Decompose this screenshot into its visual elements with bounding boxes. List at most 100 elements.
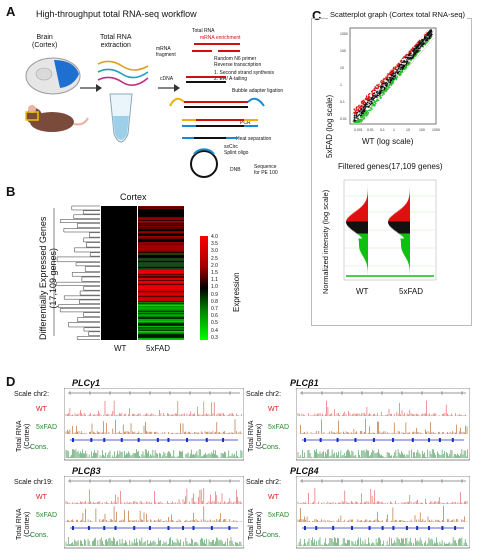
panel-a-workflow: Brain (Cortex) Total RNA extraction Tota…	[14, 24, 314, 184]
cdna-bar-top	[186, 76, 226, 78]
heatmap-col-5xfad: 5xFAD	[146, 344, 171, 353]
genome-browser-tracks	[64, 476, 244, 549]
bubble-adapter	[169, 97, 265, 108]
step-heat: Heat separation	[236, 136, 272, 142]
scatter-ytick: 1	[340, 83, 342, 87]
panel-label-d: D	[6, 374, 16, 389]
scatter-ytick: 1000	[340, 32, 348, 36]
rna-bar	[194, 43, 240, 45]
step-mrna-enrichment: mRNA enrichment	[200, 35, 241, 41]
track-row-label: 5xFAD	[36, 424, 58, 431]
track-scale-label: Scale chr2:	[14, 391, 50, 398]
violin-title: Filtered genes(17,109 genes)	[338, 162, 443, 171]
track-gene-name: PLCγ1	[72, 378, 101, 388]
colorbar-label: Expression	[232, 272, 241, 312]
fragment-bar	[192, 50, 212, 52]
brain-illustration	[25, 57, 81, 95]
track-scale-label: Scale chr19:	[14, 479, 53, 486]
colorbar-tick: 1.5	[211, 270, 218, 276]
track-scale-label: Scale chr2:	[246, 479, 282, 486]
heatmap-5xfad-column	[138, 206, 184, 340]
colorbar-tick: 2.0	[211, 262, 218, 269]
track-row-label: Cons.	[30, 444, 49, 451]
track-gene-name: PLCβ1	[290, 378, 319, 388]
panel-b-title: Cortex	[120, 192, 147, 202]
step-second-strand: 1. Second strand synthesis 2. ER/ A-tail…	[214, 70, 275, 82]
scatter-ytick: 10	[340, 66, 344, 70]
brain-label: Brain (Cortex)	[32, 34, 58, 49]
track-row-label: 5xFAD	[36, 512, 58, 519]
colorbar-tick: 2.5	[211, 255, 218, 262]
step-sequence: Sequence for PE 100	[254, 164, 278, 176]
step-sscirc: ssCirc Splint oligo	[224, 144, 249, 156]
pcr-product	[182, 119, 258, 127]
track-scale-label: Scale chr2:	[246, 391, 282, 398]
colorbar-tick: 0.7	[211, 306, 218, 312]
scatter-xtick: 10	[406, 128, 410, 132]
genome-browser-tracks	[296, 476, 470, 549]
track-row-label: Cons.	[262, 532, 281, 539]
genome-browser-tracks	[296, 388, 470, 461]
genome-track-panel: PLCβ3 Scale chr19: Total RNA (Cortex) WT 5xF…	[14, 466, 246, 550]
mouse-illustration	[25, 105, 89, 132]
fragment-bar-2	[218, 50, 240, 52]
heatmap-wt-column	[101, 206, 137, 340]
panel-a-title: High-throughput total RNA-seq workflow	[36, 9, 197, 19]
colorbar-tick: 4.0	[211, 234, 218, 240]
genome-browser-tracks	[64, 388, 244, 461]
track-row-label: 5xFAD	[268, 424, 290, 431]
track-row-label: Cons.	[30, 532, 49, 539]
scatter-ylabel: 5xFAD (log scale)	[325, 94, 334, 158]
colorbar-tick: 3.0	[211, 248, 218, 255]
scatter-ytick: 0.01	[340, 117, 347, 121]
scatter-xtick: 1000	[432, 128, 440, 132]
scatter-ytick: 0.1	[340, 100, 345, 104]
genome-track-panel: PLCβ4 Scale chr2: Total RNA (Cortex) WT 5xFA…	[246, 466, 472, 550]
heatmap-col-wt: WT	[114, 344, 127, 353]
step-mrna-fragment: mRNA fragment	[156, 46, 176, 58]
scatter-plot: 0.001 0.01 0.1 1 10 100 1000 0.01 0.1 1 10 100 1000	[340, 27, 440, 132]
colorbar-ticks: 4.0 3.5 3.0 2.5 2.0 1.5 1.1 1.0 0.9 0.8 0.7 0.6 0.5 0…	[211, 234, 231, 344]
genome-track-panel: PLCβ1 Scale chr2: Total RNA (Cortex) WT 5xFA…	[246, 378, 472, 462]
heatmap-dendrogram	[53, 205, 100, 340]
track-row-label: Cons.	[262, 444, 281, 451]
track-row-label: WT	[268, 406, 279, 413]
violin-plot	[343, 179, 437, 281]
step-dnb: DNB	[230, 167, 241, 173]
colorbar-tick: 0.6	[211, 313, 218, 320]
track-row-label: WT	[36, 494, 47, 501]
extraction-label: Total RNA extraction	[100, 34, 132, 49]
violin-group-5xfad: 5xFAD	[399, 287, 424, 296]
track-row-label: 5xFAD	[268, 512, 290, 519]
violin-group-wt: WT	[356, 287, 369, 296]
heat-product	[182, 137, 238, 139]
step-random-primer: Random N6 primer Reverse transcription	[214, 56, 262, 68]
scatter-xtick: 0.01	[367, 128, 374, 132]
track-gene-name: PLCβ3	[72, 466, 101, 476]
genome-track-panel: PLCγ1 Scale chr2: Total RNA (Cortex) WT 5xFA…	[14, 378, 246, 462]
track-row-label: WT	[36, 406, 47, 413]
cdna-bar-bottom	[186, 81, 226, 83]
step-bubble: Bubble adapter ligation	[232, 88, 284, 94]
panel-label-b: B	[6, 184, 16, 199]
track-gene-name: PLCβ4	[290, 466, 319, 476]
scatter-xtick: 0.001	[354, 128, 363, 132]
colorbar-tick: 0.5	[211, 320, 218, 327]
violin-ylabel: Normalized intensity (log scale)	[321, 189, 330, 294]
colorbar-tick: 1.1	[211, 277, 218, 284]
colorbar-tick: 0.4	[211, 327, 218, 334]
rna-strands-icon	[97, 60, 149, 86]
scatter-ytick: 100	[340, 49, 346, 53]
colorbar-tick: 0.8	[211, 298, 218, 305]
step-cdna: cDNA	[160, 76, 174, 82]
panel-label-a: A	[6, 4, 16, 19]
track-row-label: WT	[268, 494, 279, 501]
colorbar	[200, 236, 208, 340]
scatter-xtick: 100	[419, 128, 425, 132]
scatter-xtick: 1	[393, 128, 395, 132]
step-pcr: PCR	[240, 120, 251, 126]
step-total-rna: Total RNA	[192, 28, 215, 34]
scatter-title: Scatterplot graph (Cortex total RNA-seq)	[328, 10, 468, 19]
colorbar-tick: 0.9	[211, 291, 218, 298]
flow-arrows	[80, 84, 180, 92]
